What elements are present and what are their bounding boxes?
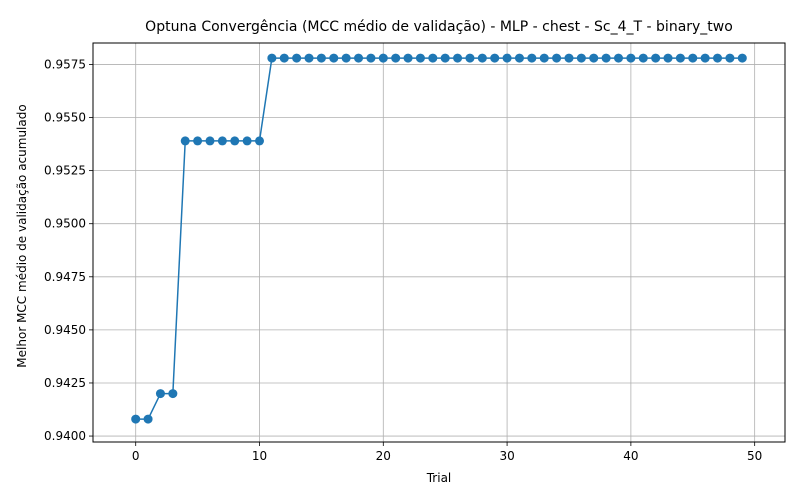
data-point: [737, 53, 747, 63]
data-point: [440, 53, 450, 63]
data-point: [589, 53, 599, 63]
grid: [93, 43, 785, 442]
data-point: [205, 136, 215, 146]
x-tick-label: 30: [499, 449, 514, 463]
data-point: [663, 53, 673, 63]
y-tick-label: 0.9450: [44, 323, 86, 337]
data-point: [502, 53, 512, 63]
data-point: [527, 53, 537, 63]
y-tick-label: 0.9525: [44, 164, 86, 178]
data-point: [329, 53, 339, 63]
data-point: [391, 53, 401, 63]
data-point: [143, 414, 153, 424]
data-point: [366, 53, 376, 63]
data-point: [217, 136, 227, 146]
x-tick-label: 40: [623, 449, 638, 463]
data-point: [403, 53, 413, 63]
y-tick-label: 0.9475: [44, 270, 86, 284]
y-axis: 0.9400 0.9425 0.9450 0.9475 0.9500 0.9525 0.95…: [44, 57, 93, 443]
data-point: [675, 53, 685, 63]
y-tick-label: 0.9575: [44, 57, 86, 71]
y-tick-label: 0.9400: [44, 429, 86, 443]
series-line: [135, 57, 743, 420]
series-layer: [131, 53, 747, 424]
y-tick-label: 0.9550: [44, 111, 86, 125]
data-point: [601, 53, 611, 63]
data-point: [168, 389, 178, 399]
data-point: [725, 53, 735, 63]
data-point: [428, 53, 438, 63]
x-tick-label: 20: [376, 449, 391, 463]
y-axis-label: Melhor MCC médio de validação acumulado: [15, 104, 29, 367]
data-point: [514, 53, 524, 63]
data-point: [539, 53, 549, 63]
data-point: [255, 136, 265, 146]
data-point: [354, 53, 364, 63]
x-axis-label: Trial: [426, 471, 452, 485]
x-tick-label: 50: [747, 449, 762, 463]
data-point: [713, 53, 723, 63]
data-point: [626, 53, 636, 63]
plot-frame: [92, 42, 786, 443]
y-tick-label: 0.9425: [44, 376, 86, 390]
data-point: [341, 53, 351, 63]
data-point: [193, 136, 203, 146]
x-tick-label: 0: [132, 449, 140, 463]
data-point: [180, 136, 190, 146]
data-point: [564, 53, 574, 63]
data-point: [292, 53, 302, 63]
data-point: [415, 53, 425, 63]
data-point: [613, 53, 623, 63]
data-point: [267, 53, 277, 63]
x-tick-label: 10: [252, 449, 267, 463]
data-point: [651, 53, 661, 63]
data-point: [465, 53, 475, 63]
x-axis: 0 10 20 30 40 50: [132, 442, 762, 463]
data-point: [230, 136, 240, 146]
y-tick-label: 0.9500: [44, 217, 86, 231]
data-point: [638, 53, 648, 63]
data-point: [279, 53, 289, 63]
data-point: [490, 53, 500, 63]
data-point: [304, 53, 314, 63]
data-point: [700, 53, 710, 63]
data-point: [155, 389, 165, 399]
data-point: [576, 53, 586, 63]
data-point: [688, 53, 698, 63]
data-point: [477, 53, 487, 63]
data-point: [552, 53, 562, 63]
chart-title: Optuna Convergência (MCC médio de valida…: [145, 19, 733, 35]
data-point: [453, 53, 463, 63]
data-point: [131, 414, 141, 424]
data-point: [242, 136, 252, 146]
data-point: [316, 53, 326, 63]
data-point: [378, 53, 388, 63]
